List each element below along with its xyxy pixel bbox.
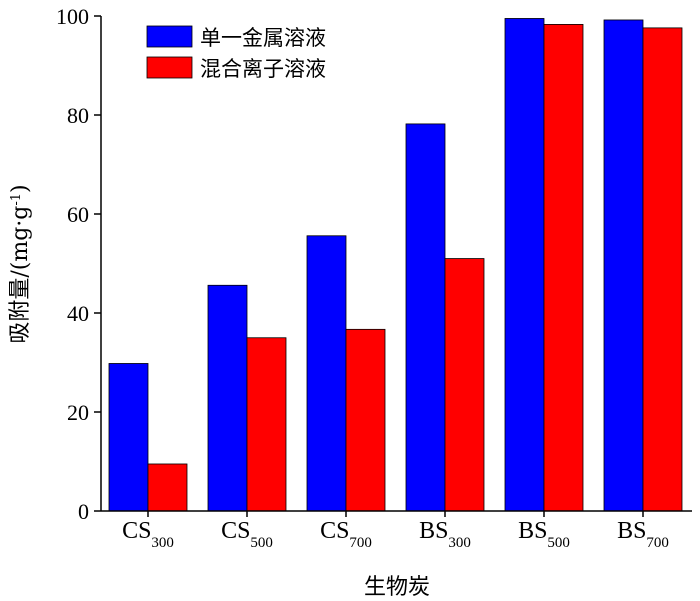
y-tick-label: 0 <box>78 499 89 524</box>
bar-CS700-series-2 <box>345 328 386 512</box>
y-tick-label: 100 <box>56 4 89 29</box>
y-tick-label: 60 <box>67 202 89 227</box>
legend-swatch-single-metal <box>146 25 193 48</box>
x-axis-title: 生物炭 <box>364 575 430 600</box>
legend-label-mixed-ion: 混合离子溶液 <box>200 57 326 81</box>
bar-CS300-series-2 <box>147 463 188 512</box>
x-tick-label-CS700: CS700 <box>320 518 372 551</box>
bar-CS300-series-1 <box>108 363 149 512</box>
axes <box>100 16 692 512</box>
bars <box>108 18 683 512</box>
bar-CS500-series-2 <box>246 337 287 512</box>
x-tick-label-CS300: CS300 <box>122 518 174 551</box>
bar-BS300-series-2 <box>444 258 485 512</box>
y-tick-label: 20 <box>67 400 89 425</box>
bar-BS500-series-1 <box>504 18 545 512</box>
legend: 单一金属溶液 混合离子溶液 <box>146 25 326 81</box>
bar-BS700-series-1 <box>603 19 644 512</box>
legend-swatch-mixed-ion <box>146 56 193 79</box>
y-tick-label: 40 <box>67 301 89 326</box>
y-tick-label: 80 <box>67 103 89 128</box>
bar-BS500-series-2 <box>543 24 584 512</box>
bar-BS700-series-2 <box>642 27 683 512</box>
x-tick-label-BS700: BS700 <box>617 518 669 551</box>
legend-label-single-metal: 单一金属溶液 <box>200 26 326 50</box>
y-axis-title: 吸附量/(mg·g-1) <box>8 184 33 343</box>
bar-CS500-series-1 <box>207 284 248 512</box>
x-tick-labels: CS300 CS500 CS700 BS300 BS500 BS700 <box>122 511 669 551</box>
bar-CS700-series-1 <box>306 235 347 512</box>
x-tick-label-CS500: CS500 <box>221 518 273 551</box>
x-tick-label-BS500: BS500 <box>518 518 570 551</box>
x-tick-label-BS300: BS300 <box>419 518 471 551</box>
bar-BS300-series-1 <box>405 123 446 512</box>
y-ticks: 0 20 40 60 80 100 <box>56 4 101 524</box>
